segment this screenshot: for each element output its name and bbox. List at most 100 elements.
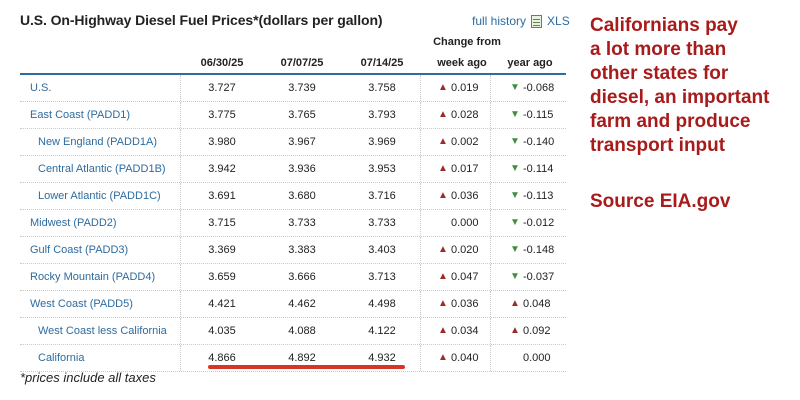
- price-cell: 3.716: [368, 190, 396, 202]
- price-cell: 3.739: [288, 82, 316, 94]
- price-cell: 3.758: [368, 82, 396, 94]
- week-change-value: 0.017: [451, 163, 479, 175]
- price-cell: 4.462: [288, 298, 316, 310]
- price-cell: 3.727: [208, 82, 236, 94]
- year-change-value: -0.140: [523, 136, 555, 148]
- column-divider: [420, 237, 421, 263]
- column-header-date-2: 07/07/25: [280, 57, 324, 69]
- region-link[interactable]: West Coast less California: [38, 325, 167, 337]
- column-divider: [180, 237, 181, 263]
- region-link[interactable]: California: [38, 352, 85, 364]
- region-link[interactable]: Midwest (PADD2): [30, 217, 117, 229]
- column-divider: [490, 129, 491, 155]
- column-divider: [180, 264, 181, 290]
- week-change-cell: ▲ 0.019: [438, 82, 479, 94]
- footnote: *prices include all taxes: [20, 370, 156, 385]
- price-cell: 3.715: [208, 217, 236, 229]
- column-divider: [180, 210, 181, 236]
- column-header-date-3: 07/14/25: [360, 57, 404, 69]
- callout-line: a lot more than: [590, 39, 727, 60]
- table-row: New England (PADD1A) 3.980 3.967 3.969 ▲ 0.00…: [20, 129, 566, 156]
- arrow-up-icon: ▲: [438, 136, 448, 147]
- week-change-cell: ▲ 0.047: [438, 271, 479, 283]
- arrow-up-icon: ▲: [438, 190, 448, 201]
- price-cell: 3.942: [208, 163, 236, 175]
- column-header-week-ago: week ago: [437, 57, 487, 69]
- week-change-value: 0.034: [451, 325, 479, 337]
- price-cell: 3.765: [288, 109, 316, 121]
- week-change-value: 0.047: [451, 271, 479, 283]
- table-row: California 4.866 4.892 4.932 ▲ 0.040 0.000: [20, 345, 566, 372]
- week-change-cell: ▲ 0.034: [438, 325, 479, 337]
- region-link[interactable]: Central Atlantic (PADD1B): [38, 163, 166, 175]
- price-cell: 3.793: [368, 109, 396, 121]
- callout-line: farm and produce: [590, 111, 751, 132]
- week-change-value: 0.028: [451, 109, 479, 121]
- arrow-up-icon: ▲: [438, 244, 448, 255]
- column-divider: [180, 102, 181, 128]
- column-divider: [420, 345, 421, 371]
- week-change-cell: ▲ 0.028: [438, 109, 479, 121]
- column-divider: [490, 291, 491, 317]
- year-change-cell: ▲ 0.092: [510, 325, 551, 337]
- column-divider: [420, 264, 421, 290]
- year-change-value: -0.115: [523, 109, 554, 121]
- xls-link[interactable]: XLS: [547, 14, 570, 28]
- price-cell: 3.691: [208, 190, 236, 202]
- table-title: U.S. On-Highway Diesel Fuel Prices*(doll…: [20, 12, 383, 28]
- column-divider: [420, 183, 421, 209]
- year-change-cell: 0.000: [510, 352, 551, 364]
- price-cell: 3.680: [288, 190, 316, 202]
- full-history-link[interactable]: full history: [472, 14, 527, 28]
- source-note: Source EIA.gov: [590, 191, 731, 212]
- arrow-up-icon: ▲: [438, 271, 448, 282]
- arrow-down-icon: ▼: [510, 109, 520, 120]
- arrow-up-icon: ▲: [438, 82, 448, 93]
- arrow-up-icon: ▲: [438, 352, 448, 363]
- region-link[interactable]: West Coast (PADD5): [30, 298, 133, 310]
- arrow-up-icon: ▲: [438, 109, 448, 120]
- region-link[interactable]: Gulf Coast (PADD3): [30, 244, 129, 256]
- arrow-up-icon: ▲: [438, 163, 448, 174]
- year-change-value: -0.113: [523, 190, 554, 202]
- year-change-cell: ▼ -0.113: [510, 190, 553, 202]
- week-change-value: 0.040: [451, 352, 479, 364]
- column-divider: [180, 156, 181, 182]
- header-divider: [20, 73, 566, 75]
- arrow-up-icon: ▲: [510, 325, 520, 336]
- year-change-value: 0.092: [523, 325, 551, 337]
- week-change-cell: ▲ 0.036: [438, 190, 479, 202]
- year-change-cell: ▼ -0.037: [510, 271, 554, 283]
- callout-line: diesel, an important: [590, 87, 770, 108]
- price-cell: 3.403: [368, 244, 396, 256]
- week-change-value: 0.036: [451, 190, 479, 202]
- price-cell: 3.775: [208, 109, 236, 121]
- callout-line: Californians pay: [590, 15, 738, 36]
- table-row: Midwest (PADD2) 3.715 3.733 3.733 0.000 ▼ -0.0…: [20, 210, 566, 237]
- price-cell: 3.383: [288, 244, 316, 256]
- column-divider: [490, 318, 491, 344]
- week-change-cell: ▲ 0.040: [438, 352, 479, 364]
- year-change-value: -0.037: [523, 271, 555, 283]
- region-link[interactable]: East Coast (PADD1): [30, 109, 131, 121]
- region-link[interactable]: Lower Atlantic (PADD1C): [38, 190, 161, 202]
- week-change-value: 0.036: [451, 298, 479, 310]
- price-cell: 4.892: [288, 352, 316, 364]
- callout-line: other states for: [590, 63, 729, 84]
- price-cell: 4.122: [368, 325, 396, 337]
- column-divider: [420, 129, 421, 155]
- year-change-cell: ▼ -0.068: [510, 82, 554, 94]
- region-link[interactable]: U.S.: [30, 82, 52, 94]
- column-header-date-1: 06/30/25: [200, 57, 244, 69]
- price-cell: 3.967: [288, 136, 316, 148]
- region-link[interactable]: New England (PADD1A): [38, 136, 158, 148]
- year-change-value: -0.068: [523, 82, 555, 94]
- arrow-down-icon: ▼: [510, 190, 520, 201]
- callout-line: transport input: [590, 135, 726, 156]
- arrow-down-icon: ▼: [510, 244, 520, 255]
- year-change-cell: ▼ -0.115: [510, 109, 553, 121]
- spreadsheet-icon[interactable]: [531, 14, 543, 28]
- price-cell: 4.421: [208, 298, 236, 310]
- region-link[interactable]: Rocky Mountain (PADD4): [30, 271, 156, 283]
- table-row: East Coast (PADD1) 3.775 3.765 3.793 ▲ 0.028 ▼…: [20, 102, 566, 129]
